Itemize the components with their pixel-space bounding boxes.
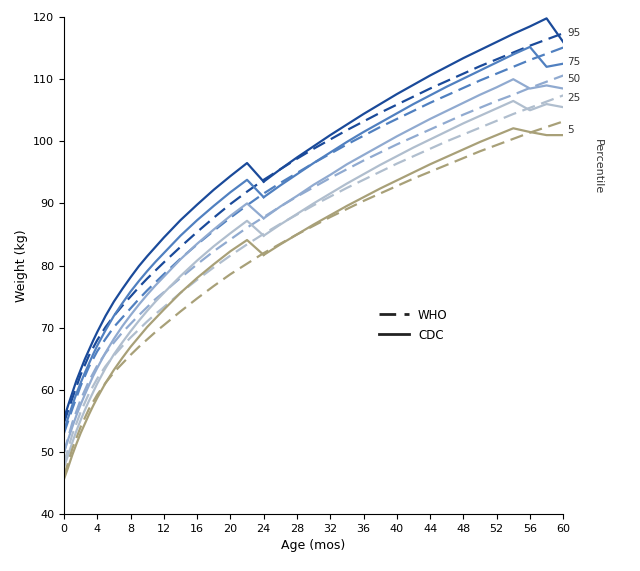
Y-axis label: Weight (kg): Weight (kg) <box>15 229 28 302</box>
Text: 75: 75 <box>568 57 580 67</box>
Text: 25: 25 <box>568 93 580 103</box>
Legend: WHO, CDC: WHO, CDC <box>374 304 452 347</box>
Text: 5: 5 <box>568 125 574 135</box>
X-axis label: Age (mos): Age (mos) <box>282 539 346 552</box>
Text: 50: 50 <box>568 74 580 85</box>
Text: 95: 95 <box>568 29 580 38</box>
Text: Percentile: Percentile <box>593 139 603 194</box>
